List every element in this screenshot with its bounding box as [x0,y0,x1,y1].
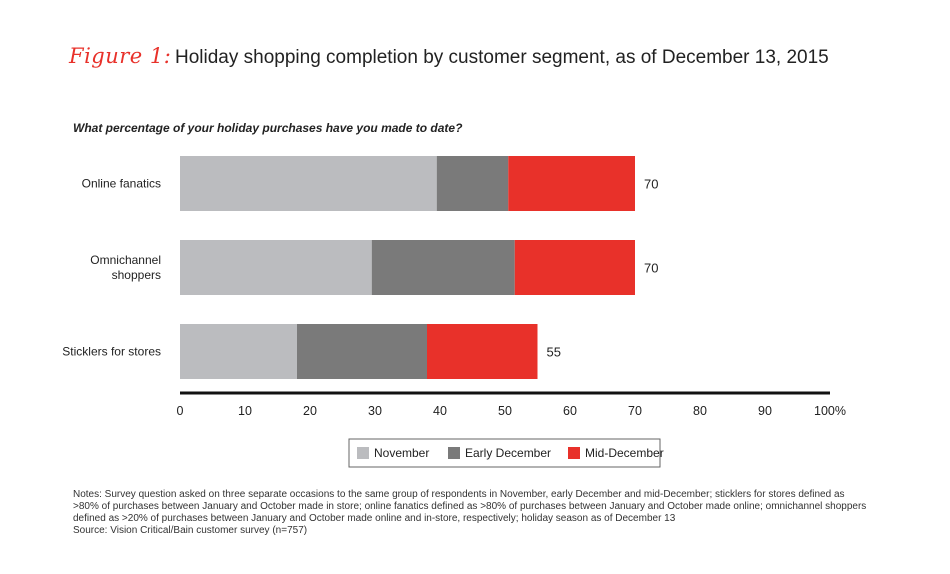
x-tick-label-100: 100% [814,404,846,418]
total-label-omnichannel-shoppers: 70 [644,261,658,276]
legend-label-early-december: Early December [465,446,551,460]
x-tick-label-70: 70 [628,404,642,418]
x-tick-label-60: 60 [563,404,577,418]
category-label-online-fanatics: Online fanatics [82,177,161,191]
chart-subtitle: What percentage of your holiday purchase… [73,121,463,135]
x-tick-label-80: 80 [693,404,707,418]
bar-omnichannel-shoppers-mid-december [514,240,635,295]
bar-omnichannel-shoppers-early-december [371,240,515,295]
bar-online-fanatics-early-december [436,156,509,211]
category-label-sticklers-for-stores: Sticklers for stores [62,345,161,359]
x-tick-label-40: 40 [433,404,447,418]
x-tick-label-10: 10 [238,404,252,418]
notes-text: Notes: Survey question asked on three se… [73,489,867,524]
x-tick-label-0: 0 [177,404,184,418]
legend-label-november: November [374,446,429,460]
bar-sticklers-for-stores-november [180,324,297,379]
x-tick-label-20: 20 [303,404,317,418]
legend-swatch-november [357,447,369,459]
legend-box [348,438,661,468]
total-label-sticklers-for-stores: 55 [547,345,561,360]
total-label-online-fanatics: 70 [644,177,658,192]
x-tick-label-90: 90 [758,404,772,418]
legend-swatch-mid-december [568,447,580,459]
category-label-omnichannel-shoppers-line-2: shoppers [112,268,161,282]
x-tick-label-50: 50 [498,404,512,418]
bar-online-fanatics-november [180,156,437,211]
figure-label: Figure 1: [69,44,172,68]
notes-block: Notes: Survey question asked on three se… [73,489,873,537]
bar-sticklers-for-stores-early-december [297,324,427,379]
bar-omnichannel-shoppers-november [180,240,372,295]
legend-swatch-early-december [448,447,460,459]
category-label-omnichannel-shoppers-line-1: Omnichannel [90,253,161,267]
bar-online-fanatics-mid-december [508,156,635,211]
x-tick-label-30: 30 [368,404,382,418]
source-text: Source: Vision Critical/Bain customer su… [73,525,308,536]
chart-title: Holiday shopping completion by customer … [175,47,829,68]
legend-label-mid-december: Mid-December [585,446,664,460]
bar-sticklers-for-stores-mid-december [427,324,538,379]
